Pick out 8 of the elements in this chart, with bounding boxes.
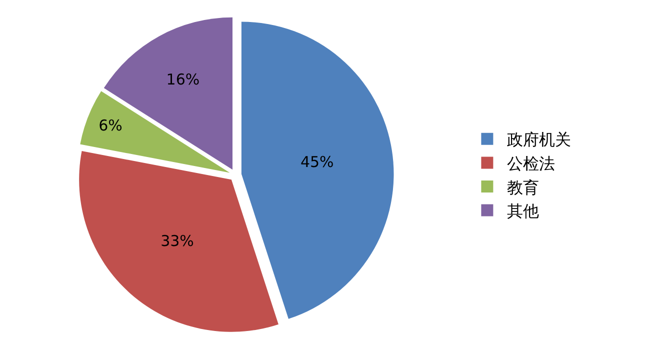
data-label: 45% xyxy=(300,153,334,172)
legend-label: 政府机关 xyxy=(507,130,572,150)
data-label: 33% xyxy=(160,232,194,250)
legend-label: 教育 xyxy=(507,178,540,197)
legend-label: 公检法 xyxy=(507,154,556,173)
data-label: 16% xyxy=(166,70,200,89)
data-label: 6% xyxy=(98,116,122,135)
legend-label: 其他 xyxy=(507,202,540,221)
